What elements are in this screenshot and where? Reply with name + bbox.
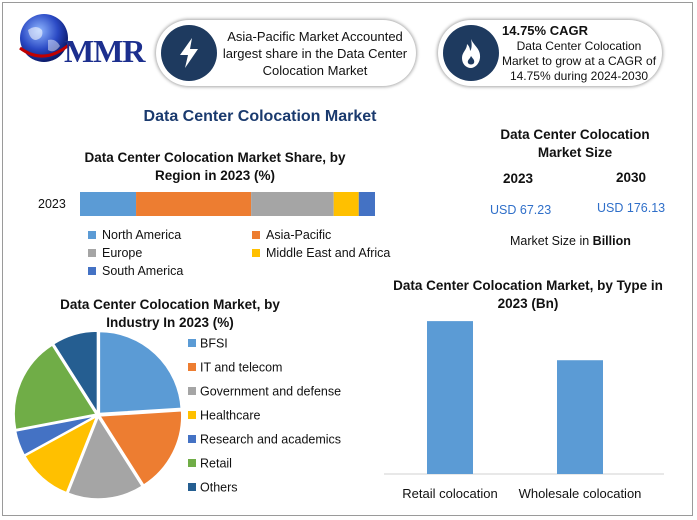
legend-swatch (252, 249, 260, 257)
pie-slice-5 (13, 343, 98, 431)
pie-legend-swatch-3 (188, 411, 196, 419)
pie-legend-swatch-1 (188, 363, 196, 371)
type-chart-title: Data Center Colocation Market, by Type i… (393, 278, 663, 311)
market-size-unit-prefix: Market Size in (510, 234, 593, 248)
logo-text: MMR (64, 33, 146, 69)
legend-label: South America (102, 264, 184, 278)
legend-north-america: North America (88, 228, 181, 242)
market-size-title: Data Center Colocation Market Size (500, 127, 650, 160)
region-chart-title: Data Center Colocation Market Share, by … (84, 150, 346, 183)
type-bar-label-0: Retail colocation (402, 486, 497, 501)
legend-label: Europe (102, 246, 143, 260)
cagr-highlight-card: 14.75% CAGR Data Center Colocation Marke… (438, 20, 662, 86)
infographic-frame (2, 2, 693, 516)
pie-legend-swatch-4 (188, 435, 196, 443)
legend-swatch (88, 267, 96, 275)
region-bar-year-label: 2023 (38, 197, 66, 211)
market-size-value-2023: USD 67.23 (490, 203, 552, 217)
cagr-title: 14.75% CAGR (502, 23, 588, 38)
pie-legend-label-1: IT and telecom (200, 361, 282, 375)
legend-label: Asia-Pacific (266, 228, 332, 242)
type-bar-label-1: Wholesale colocation (519, 486, 642, 501)
type-bar-1 (557, 360, 603, 474)
legend-label: North America (102, 228, 182, 242)
pie-legend-label-0: BFSI (200, 337, 228, 351)
region-bar-segment-4 (358, 192, 375, 216)
pie-legend-swatch-6 (188, 483, 196, 491)
industry-chart-title: Data Center Colocation Market, by Indust… (60, 297, 280, 330)
legend-label: Middle East and Africa (266, 246, 391, 260)
market-size-year-2023: 2023 (503, 171, 534, 186)
legend-asia-pacific: Asia-Pacific (252, 228, 331, 242)
legend-middle-east-africa: Middle East and Africa (252, 246, 390, 260)
region-bar-segment-2 (251, 192, 334, 216)
pie-legend-swatch-2 (188, 387, 196, 395)
pie-slice-6 (52, 330, 99, 416)
pie-legend-label-2: Government and defense (200, 385, 341, 399)
cagr-text: Data Center Colocation Market to grow at… (501, 39, 657, 83)
flame-icon (443, 25, 499, 81)
pie-legend-label-3: Healthcare (200, 409, 260, 423)
asia-pacific-highlight-text: Asia-Pacific Market Accounted largest sh… (222, 29, 408, 78)
region-bar-segment-3 (333, 192, 359, 216)
pie-legend-swatch-5 (188, 459, 196, 467)
globe-icon (19, 14, 71, 62)
market-size-year-2030: 2030 (616, 170, 647, 185)
legend-south-america: South America (88, 264, 183, 278)
market-size-unit-bold: Billion (592, 234, 631, 248)
legend-swatch (88, 249, 96, 257)
pie-slice-2 (67, 415, 144, 500)
lightning-bolt-icon (161, 25, 217, 81)
legend-europe: Europe (88, 246, 142, 260)
mmr-logo: MMR (14, 10, 146, 70)
pie-slice-4 (14, 414, 97, 457)
page-title: Data Center Colocation Market (143, 108, 377, 125)
market-size-value-2030: USD 176.13 (597, 201, 666, 215)
pie-legend-label-5: Retail (200, 457, 232, 471)
pie-slice-0 (98, 330, 183, 415)
pie-slice-1 (98, 409, 183, 487)
pie-legend-label-4: Research and academics (200, 433, 341, 447)
legend-swatch (252, 231, 260, 239)
region-bar-segment-1 (136, 192, 252, 216)
type-bar-0 (427, 321, 473, 474)
pie-legend-swatch-0 (188, 339, 196, 347)
market-size-unit: Market Size in Billion (510, 234, 631, 248)
pie-legend-label-6: Others (200, 481, 238, 495)
asia-pacific-highlight-card: Asia-Pacific Market Accounted largest sh… (156, 20, 416, 86)
pie-slice-3 (23, 414, 99, 494)
legend-swatch (88, 231, 96, 239)
region-bar-segment-0 (80, 192, 137, 216)
